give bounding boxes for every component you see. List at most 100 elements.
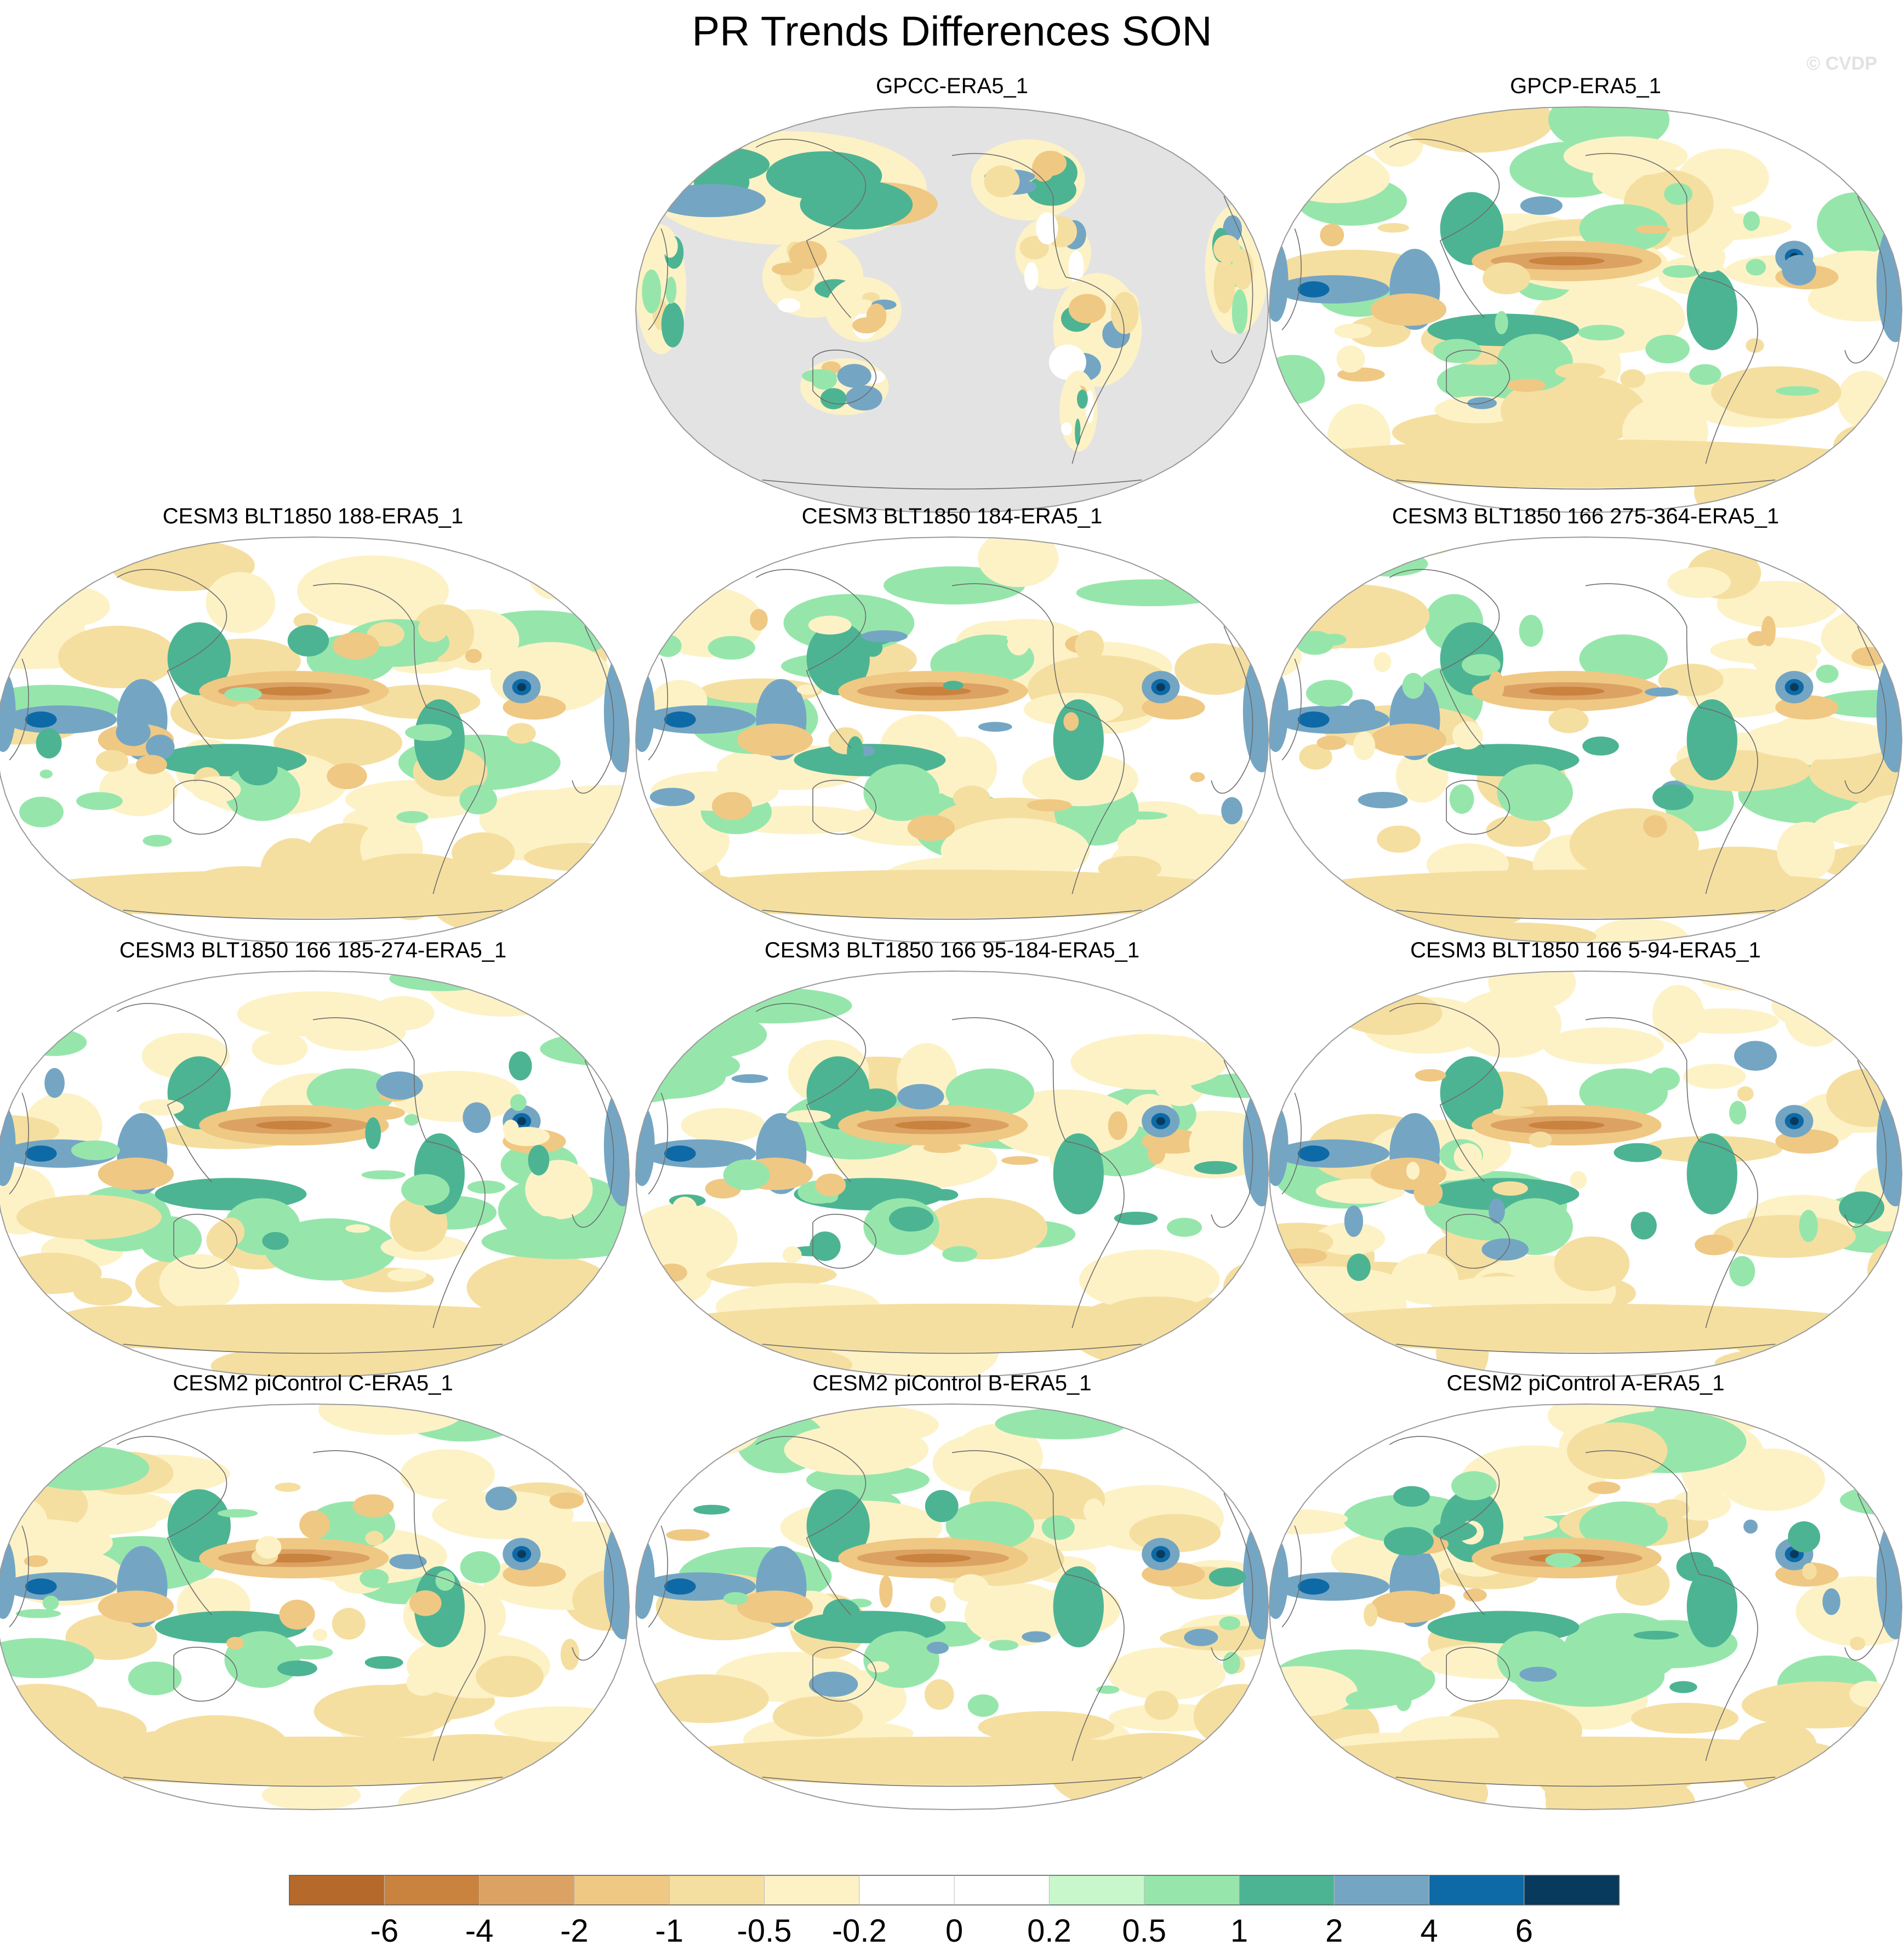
precip-field bbox=[636, 971, 1268, 1377]
field-patch bbox=[25, 1145, 57, 1162]
precip-field bbox=[1269, 107, 1902, 512]
field-patch bbox=[942, 1246, 978, 1262]
colorbar-swatch bbox=[1144, 1875, 1240, 1905]
indian-ocean-band bbox=[642, 1139, 756, 1168]
field-patch bbox=[1529, 687, 1605, 696]
field-patch bbox=[1308, 537, 1453, 560]
field-patch bbox=[293, 613, 318, 629]
field-patch bbox=[695, 988, 852, 1024]
map-outline bbox=[0, 536, 630, 944]
coastline bbox=[1395, 480, 1776, 490]
field-patch bbox=[1320, 634, 1347, 646]
field-patch bbox=[1297, 281, 1330, 298]
field-patch bbox=[1519, 1667, 1557, 1682]
colorbar-swatch bbox=[859, 1875, 955, 1905]
field-patch bbox=[299, 1510, 330, 1539]
land-patch bbox=[1080, 424, 1088, 446]
field-patch bbox=[1433, 339, 1481, 363]
south-america-wet bbox=[1686, 1566, 1737, 1647]
field-patch bbox=[1216, 990, 1268, 1043]
field-patch bbox=[1489, 1198, 1505, 1224]
coastline bbox=[1699, 707, 1758, 894]
field-patch bbox=[527, 887, 612, 943]
field-patch bbox=[1377, 222, 1409, 233]
field-patch bbox=[664, 1145, 696, 1162]
field-patch bbox=[1205, 543, 1268, 608]
field-patch bbox=[924, 1679, 954, 1710]
field-patch bbox=[1370, 293, 1447, 326]
field-patch bbox=[1620, 369, 1645, 389]
field-patch bbox=[945, 1501, 1035, 1550]
field-patch bbox=[1488, 671, 1504, 700]
field-patch bbox=[1334, 323, 1372, 339]
field-patch bbox=[943, 681, 964, 690]
east-edge-band bbox=[1876, 1085, 1902, 1207]
field-patch bbox=[1393, 1486, 1430, 1507]
field-patch bbox=[924, 1197, 1048, 1260]
field-patch bbox=[1631, 1212, 1657, 1240]
field-patch bbox=[1529, 1121, 1605, 1130]
field-patch bbox=[1730, 1229, 1770, 1249]
coastline bbox=[116, 1436, 227, 1538]
field-patch bbox=[297, 555, 449, 627]
coastlines bbox=[9, 569, 614, 920]
panel-title: CESM2 piControl B-ERA5_1 bbox=[812, 1371, 1091, 1395]
coastline bbox=[426, 707, 486, 894]
field-patch bbox=[1579, 1068, 1668, 1117]
field-patch bbox=[1106, 537, 1239, 560]
coastline bbox=[1446, 349, 1510, 404]
field-patch bbox=[361, 1170, 406, 1180]
field-patch bbox=[1789, 1550, 1799, 1559]
colorbar-swatch bbox=[669, 1875, 765, 1905]
field-patch bbox=[1460, 1445, 1605, 1517]
field-patch bbox=[1269, 1266, 1404, 1302]
field-patch bbox=[44, 1068, 65, 1098]
land-patch bbox=[772, 263, 803, 276]
coastline bbox=[1585, 583, 1700, 708]
coastline bbox=[1585, 153, 1700, 278]
coastline bbox=[762, 1777, 1142, 1787]
field-patch bbox=[525, 1216, 565, 1240]
coastline bbox=[167, 1104, 212, 1183]
field-patch bbox=[681, 1108, 766, 1143]
land-patch bbox=[984, 165, 1020, 198]
field-patch bbox=[262, 1232, 289, 1250]
field-patch bbox=[16, 1195, 162, 1240]
field-patch bbox=[1124, 537, 1229, 566]
east-edge-band bbox=[1876, 1517, 1902, 1640]
field-patch bbox=[1348, 699, 1375, 718]
field-patch bbox=[591, 1318, 629, 1371]
field-patch bbox=[1743, 211, 1760, 231]
colorbar-tick-label: 0.2 bbox=[1027, 1913, 1071, 1949]
field-patch bbox=[879, 1575, 893, 1608]
field-patch bbox=[400, 1449, 495, 1500]
field-patch bbox=[1337, 991, 1443, 1035]
field-patch bbox=[1788, 1521, 1821, 1553]
map-panel: CESM3 BLT1850 166 185-274-ERA5_1 bbox=[0, 938, 630, 1378]
field-patch bbox=[1579, 634, 1668, 683]
field-patch bbox=[1816, 664, 1839, 683]
land-patch bbox=[866, 303, 887, 329]
field-patch bbox=[517, 1550, 526, 1559]
precip-field bbox=[0, 1404, 629, 1810]
field-patch bbox=[1120, 811, 1168, 820]
field-patch bbox=[1729, 1100, 1747, 1125]
coastline bbox=[1844, 1060, 1887, 1228]
south-america-wet bbox=[1686, 269, 1737, 350]
field-patch bbox=[36, 728, 62, 758]
field-patch bbox=[1189, 1127, 1211, 1160]
coastline bbox=[1699, 1141, 1758, 1328]
field-patch bbox=[1645, 687, 1679, 697]
coastline bbox=[1585, 1017, 1700, 1142]
map-panel: CESM2 piControl C-ERA5_1 bbox=[0, 1371, 630, 1811]
field-patch bbox=[1529, 256, 1605, 266]
field-patch bbox=[1849, 1680, 1888, 1708]
coastline bbox=[762, 1344, 1142, 1354]
east-edge-band bbox=[1876, 220, 1902, 343]
map-panel: GPCC-ERA5_1 bbox=[635, 74, 1269, 514]
precip-field bbox=[0, 971, 629, 1377]
east-edge-band bbox=[603, 1517, 629, 1640]
south-america-wet bbox=[1053, 1133, 1104, 1214]
field-patch bbox=[1193, 1684, 1268, 1750]
